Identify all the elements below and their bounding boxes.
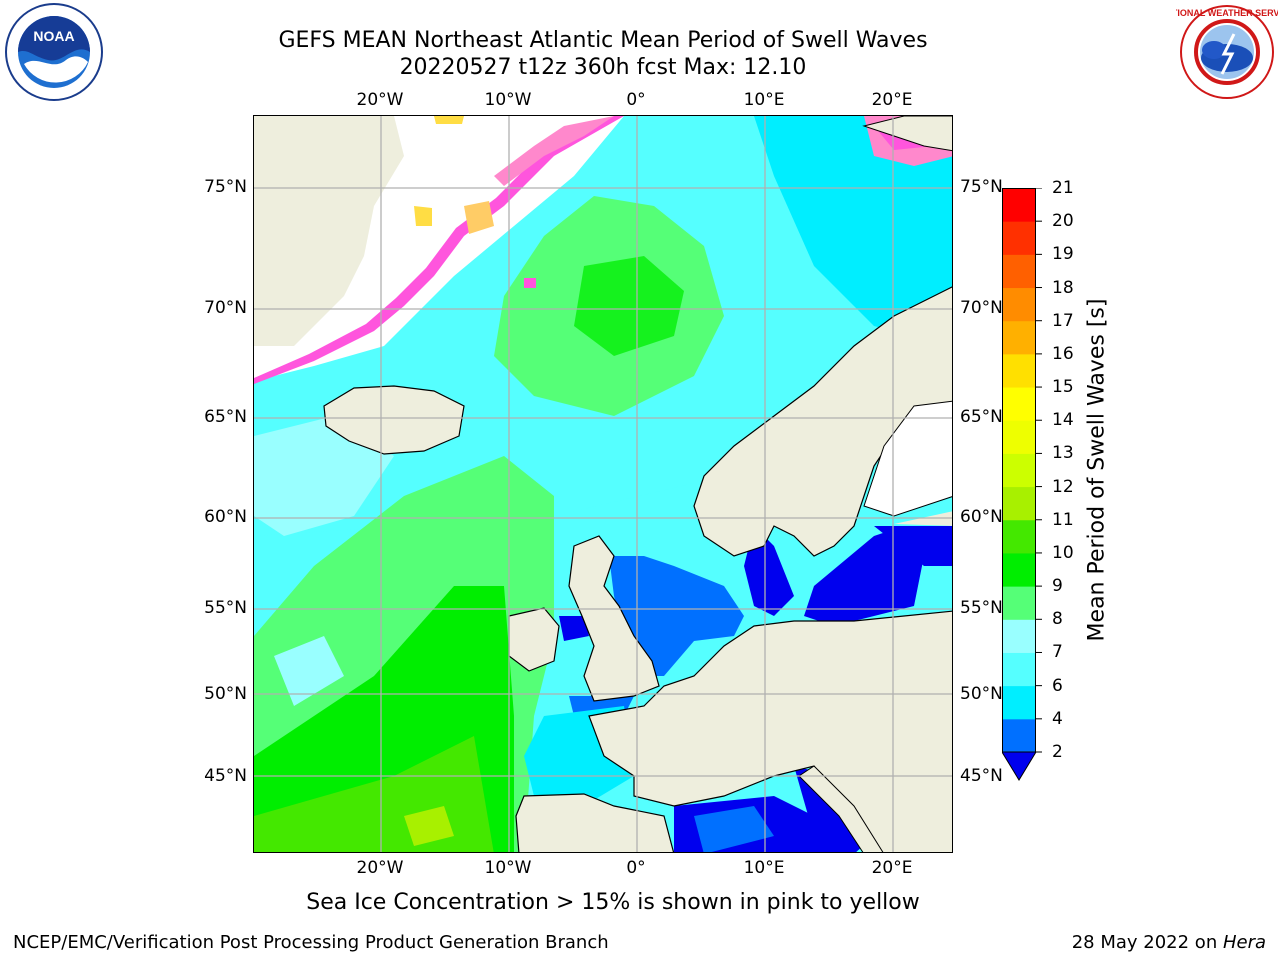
noaa-logo-icon: NOAA xyxy=(4,2,104,102)
colorbar-segment xyxy=(1002,453,1036,488)
colorbar-tick-label: 11 xyxy=(1052,509,1074,530)
colorbar-segment xyxy=(1002,519,1036,554)
lat-label-left: 45°N xyxy=(204,766,247,786)
colorbar-segment xyxy=(1002,552,1036,587)
lon-label-bottom: 10°W xyxy=(484,858,532,878)
swell-period-map[interactable] xyxy=(254,116,953,853)
colorbar-tick-label: 13 xyxy=(1052,443,1074,464)
lon-label-top: 20°E xyxy=(871,90,913,110)
lon-label-bottom: 20°E xyxy=(871,858,913,878)
lat-label-right: 65°N xyxy=(960,407,1003,427)
footer-date-text: 28 May 2022 on xyxy=(1071,932,1223,953)
lat-label-left: 55°N xyxy=(204,598,247,618)
lat-label-right: 75°N xyxy=(960,177,1003,197)
colorbar-segment xyxy=(1002,420,1036,454)
footer-credit: NCEP/EMC/Verification Post Processing Pr… xyxy=(13,932,609,953)
svg-text:NATIONAL WEATHER SERVICE: NATIONAL WEATHER SERVICE xyxy=(1176,8,1278,18)
colorbar-outline xyxy=(1002,188,1036,753)
colorbar-extend-min xyxy=(1001,751,1037,781)
map-panel[interactable] xyxy=(253,115,953,853)
map-grid xyxy=(254,116,952,852)
colorbar-segment xyxy=(1002,586,1036,620)
colorbar-tick-label: 19 xyxy=(1052,244,1074,265)
colorbar-segment xyxy=(1002,221,1036,255)
colorbar-tick-label: 8 xyxy=(1052,609,1063,630)
lon-label-top: 10°E xyxy=(743,90,785,110)
lat-label-left: 60°N xyxy=(204,507,247,527)
lon-label-bottom: 0° xyxy=(626,858,646,878)
lon-label-top: 20°W xyxy=(356,90,404,110)
colorbar-segment xyxy=(1002,718,1036,753)
colorbar-title: Mean Period of Swell Waves [s] xyxy=(1084,298,1110,642)
colorbar-segment xyxy=(1002,652,1036,687)
lon-label-bottom: 20°W xyxy=(356,858,404,878)
colorbar-segment xyxy=(1002,254,1036,289)
colorbar-tick-label: 21 xyxy=(1052,178,1074,198)
footer-host: Hera xyxy=(1222,932,1266,953)
lat-label-left: 75°N xyxy=(204,177,247,197)
colorbar-segment xyxy=(1002,387,1036,421)
sea-ice-note: Sea Ice Concentration > 15% is shown in … xyxy=(306,890,920,915)
lat-label-right: 50°N xyxy=(960,684,1003,704)
colorbar-tick-label: 16 xyxy=(1052,343,1074,364)
colorbar-tick-label: 20 xyxy=(1052,211,1074,232)
chart-subtitle-forecast: 20220527 t12z 360h fcst Max: 12.10 xyxy=(399,55,807,80)
lat-label-right: 70°N xyxy=(960,298,1003,318)
lon-label-top: 10°W xyxy=(484,90,532,110)
lat-label-right: 45°N xyxy=(960,766,1003,786)
colorbar-tick-label: 10 xyxy=(1052,542,1074,563)
colorbar-tick-label: 6 xyxy=(1052,675,1063,696)
footer-date: 28 May 2022 on Hera xyxy=(1072,932,1266,953)
colorbar-segment xyxy=(1002,188,1036,222)
colorbar-tick-label: 2 xyxy=(1052,742,1063,762)
colorbar-tick-label: 9 xyxy=(1052,576,1063,597)
colorbar-tick-label: 14 xyxy=(1052,410,1074,431)
chart-title: GEFS MEAN Northeast Atlantic Mean Period… xyxy=(278,28,928,53)
lat-label-left: 65°N xyxy=(204,407,247,427)
lat-label-left: 70°N xyxy=(204,298,247,318)
colorbar-segment xyxy=(1002,486,1036,521)
nws-logo-icon: NATIONAL WEATHER SERVICE xyxy=(1160,4,1280,100)
colorbar-segment xyxy=(1002,287,1036,322)
noaa-logo-text: NOAA xyxy=(33,28,74,44)
colorbar-segment xyxy=(1002,685,1036,720)
lat-label-right: 55°N xyxy=(960,598,1003,618)
colorbar xyxy=(1001,187,1042,792)
lat-label-right: 60°N xyxy=(960,507,1003,527)
lon-label-top: 0° xyxy=(626,90,646,110)
colorbar-tick-label: 18 xyxy=(1052,277,1074,298)
colorbar-tick-label: 12 xyxy=(1052,476,1074,497)
lon-label-bottom: 10°E xyxy=(743,858,785,878)
colorbar-segment xyxy=(1002,320,1036,355)
colorbar-segment xyxy=(1002,353,1036,388)
colorbar-tick-label: 17 xyxy=(1052,310,1074,331)
colorbar-tick-label: 4 xyxy=(1052,708,1063,729)
colorbar-segment xyxy=(1002,619,1036,653)
lat-label-left: 50°N xyxy=(204,684,247,704)
colorbar-tick-label: 7 xyxy=(1052,642,1063,663)
colorbar-tick-label: 15 xyxy=(1052,377,1074,398)
